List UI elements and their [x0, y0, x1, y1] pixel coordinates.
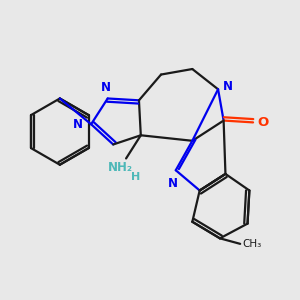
- Text: N: N: [73, 118, 83, 131]
- Text: CH₃: CH₃: [242, 239, 262, 249]
- Text: NH₂: NH₂: [108, 161, 133, 174]
- Text: N: N: [223, 80, 233, 93]
- Text: N: N: [168, 176, 178, 190]
- Text: O: O: [257, 116, 269, 129]
- Text: N: N: [100, 81, 110, 94]
- Text: H: H: [131, 172, 140, 182]
